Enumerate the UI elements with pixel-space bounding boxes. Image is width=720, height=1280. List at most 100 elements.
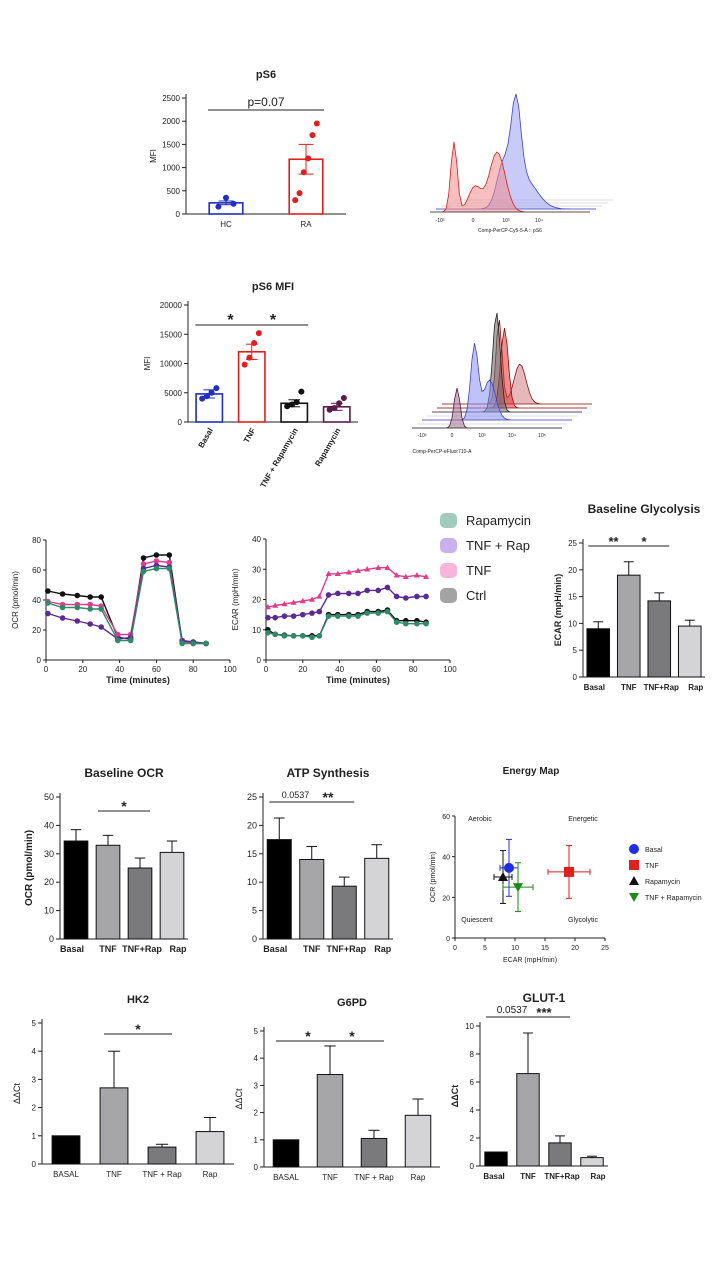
ps6mfihist-curve-darkred <box>442 320 592 405</box>
ecar-y-label: ECAR (mpH/min) <box>231 568 240 630</box>
ecar-point <box>290 599 297 605</box>
ecar-point <box>346 613 352 619</box>
ecar-point <box>414 620 420 627</box>
legend-swatch <box>440 513 457 528</box>
ecar-point <box>300 611 306 618</box>
ps6mfihist-tick-label: 10⁴ <box>508 433 516 439</box>
ocrbar-bar-2 <box>127 867 153 940</box>
ocr-y-tick-label: 80 <box>32 536 41 545</box>
hk2-y-tick-label: 3 <box>32 1075 37 1084</box>
ecar-point <box>393 572 400 578</box>
ps6-y-tick-label: 0 <box>176 210 181 219</box>
ps6hist-curve-blue <box>436 93 596 210</box>
ocr-point <box>179 640 185 647</box>
hk2-cat-label: Rap <box>203 1170 218 1179</box>
ecar-point <box>393 619 400 625</box>
legend-entry: TNF + Rap <box>466 538 530 553</box>
ocr-point <box>140 561 147 567</box>
atp-y-tick-label: 20 <box>247 820 257 830</box>
glut1-cat-label: TNF <box>520 1172 536 1181</box>
ps6-y-label: MFI <box>149 149 158 163</box>
ecar-point <box>265 614 271 621</box>
ecar-y-tick-label: 40 <box>252 535 261 544</box>
ocr-point <box>166 559 173 566</box>
legend-entry: Ctrl <box>466 588 486 603</box>
glut1-y-tick-label: 6 <box>470 1078 475 1087</box>
ecar-point <box>423 620 429 627</box>
ocr-x-tick-label: 80 <box>189 665 198 674</box>
ocr-series-ctrl <box>47 554 207 645</box>
ps6-title: pS6 <box>256 69 276 81</box>
ecar-point <box>403 620 409 627</box>
energy-legend-marker <box>629 893 639 902</box>
glyco-y-tick-label: 10 <box>568 619 577 628</box>
ocrbar-cat-label: Rap <box>169 944 187 954</box>
ps6-point <box>292 197 299 204</box>
ps6mfi-point <box>246 354 253 361</box>
ocr-point <box>59 604 66 611</box>
atp-y-tick-label: 15 <box>247 849 257 859</box>
g6pd-bar-0 <box>272 1139 300 1168</box>
ocr-point <box>140 555 147 561</box>
ps6mfi-point <box>298 388 305 395</box>
ecar-point <box>364 566 371 572</box>
glut1-y-tick-label: 10 <box>465 1022 474 1031</box>
atp-cat-label: Basal <box>263 944 287 954</box>
energy-point <box>504 862 514 873</box>
atp-title: ATP Synthesis <box>287 766 370 780</box>
ocr-series-tnf <box>47 560 207 645</box>
ecar-x-tick-label: 20 <box>298 665 307 674</box>
ecar-point <box>364 610 371 616</box>
ocrbar-title: Baseline OCR <box>84 766 164 780</box>
energy-y-label: OCR (pmol/min) <box>430 852 437 903</box>
legend-entry: Rapamycin <box>466 513 531 528</box>
glut1-y-tick-label: 8 <box>470 1050 475 1059</box>
ecar-x-tick-label: 80 <box>409 665 418 674</box>
ps6-y-tick-label: 2000 <box>162 117 180 126</box>
ecar-point <box>316 633 323 639</box>
ecar-y-tick-label: 0 <box>257 656 262 665</box>
ps6mfi-point <box>331 404 338 411</box>
ps6-y-tick-label: 1500 <box>162 140 180 149</box>
ocr-y-tick-label: 60 <box>32 566 41 575</box>
ps6-point <box>305 155 312 162</box>
ecar-point <box>316 608 323 615</box>
ps6mfi-point <box>255 330 262 337</box>
g6pd-cat-label: Rap <box>411 1173 426 1182</box>
ps6mfihist-tick-label: 0 <box>451 433 454 439</box>
ps6mfi-point <box>213 385 220 392</box>
ps6mfi-y-tick-label: 10000 <box>160 360 183 369</box>
energy-legend-entry: TNF + Rapamycin <box>645 895 702 902</box>
glyco-bar-3 <box>677 625 702 678</box>
atp-bar-3 <box>364 857 390 940</box>
ecar-point <box>375 610 382 616</box>
ps6mfi-sig-label: * <box>270 312 277 329</box>
ocrbar-cat-label: TNF <box>99 944 117 954</box>
ecar-y-tick-label: 30 <box>252 565 261 574</box>
glut1-title: GLUT-1 <box>523 991 566 1005</box>
ecar-point <box>345 569 352 575</box>
glut1-sig-label: 0.0537 <box>497 1005 528 1016</box>
ps6mfi-point <box>288 401 295 408</box>
glyco-cat-label: TNF <box>621 683 637 692</box>
g6pd-bar-3 <box>404 1114 432 1168</box>
ps6mfi-point <box>208 389 215 396</box>
glut1-bar-1 <box>516 1073 540 1167</box>
ps6-point <box>313 120 320 127</box>
g6pd-cat-label: BASAL <box>273 1173 299 1182</box>
glut1-bar-3 <box>580 1157 604 1167</box>
ocr-y-tick-label: 0 <box>37 656 42 665</box>
ps6-y-tick-label: 500 <box>167 187 181 196</box>
energy-x-tick-label: 10 <box>511 945 519 952</box>
energy-x-tick-label: 25 <box>601 945 609 952</box>
energy-legend-marker <box>629 876 639 885</box>
ps6-sig-label: p=0.07 <box>247 95 284 109</box>
energy-y-tick-label: 40 <box>442 855 450 862</box>
legend-swatch <box>440 538 457 553</box>
ecar-point <box>423 593 429 600</box>
glut1-cat-label: TNF+Rap <box>544 1172 579 1181</box>
ocr-point <box>87 606 93 612</box>
ps6-y-tick-label: 1000 <box>162 164 180 173</box>
ocr-x-tick-label: 0 <box>44 665 49 674</box>
